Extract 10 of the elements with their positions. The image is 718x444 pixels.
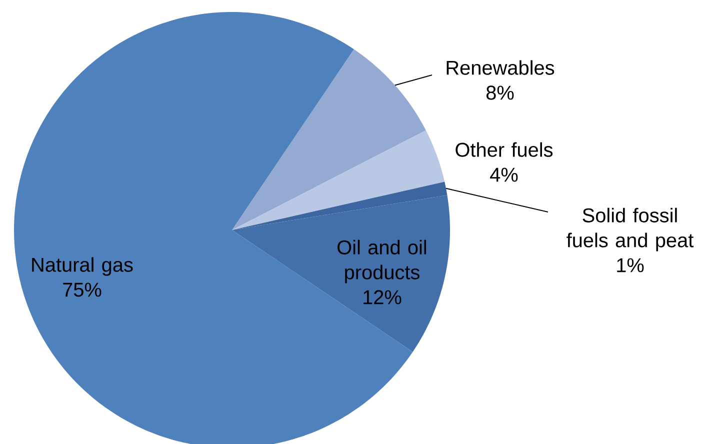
data-label: 4% (490, 168, 518, 182)
slice-label: Other fuels (456, 142, 553, 157)
data-label: 1% (617, 258, 644, 272)
slice-label: Natural gas (32, 257, 133, 276)
data-label: 12% (364, 290, 402, 304)
slice-label: Oil and oil products (338, 240, 426, 284)
data-label: 75% (63, 282, 102, 297)
slice-label: Renewables (446, 60, 554, 75)
data-label: 8% (486, 86, 514, 100)
slice-label: Solid fossil fuels and peat (566, 208, 694, 252)
